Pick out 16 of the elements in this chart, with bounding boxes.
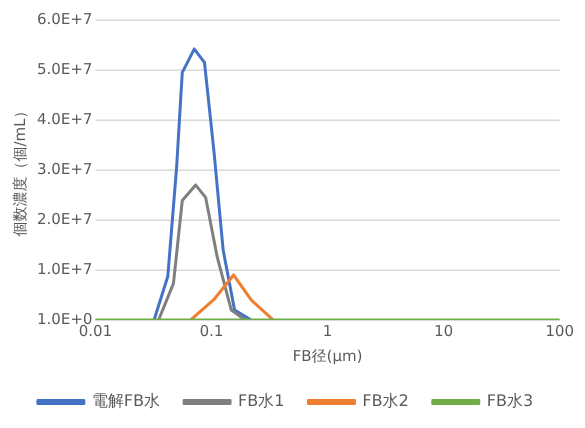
y-axis-title: 個数濃度（個/mL） — [10, 103, 29, 237]
y-tick-label: 3.0E+7 — [36, 160, 92, 178]
y-tick-label: 6.0E+7 — [36, 10, 92, 28]
x-tick-label: 0.1 — [200, 322, 224, 340]
x-axis-title: FB径(μm) — [292, 346, 362, 365]
x-tick-label: 100 — [545, 322, 574, 340]
legend-label: 電解FB水 — [92, 391, 160, 410]
y-tick-label: 5.0E+7 — [36, 60, 92, 78]
x-tick-label: 10 — [434, 322, 454, 340]
y-tick-label: 4.0E+7 — [36, 110, 92, 128]
legend-label: FB水1 — [238, 391, 284, 410]
legend-label: FB水3 — [486, 391, 534, 410]
y-tick-label: 2.0E+7 — [36, 210, 92, 228]
legend-label: FB水2 — [362, 391, 409, 410]
x-tick-label: 1 — [322, 322, 332, 340]
y-tick-label: 1.0E+7 — [36, 260, 92, 278]
